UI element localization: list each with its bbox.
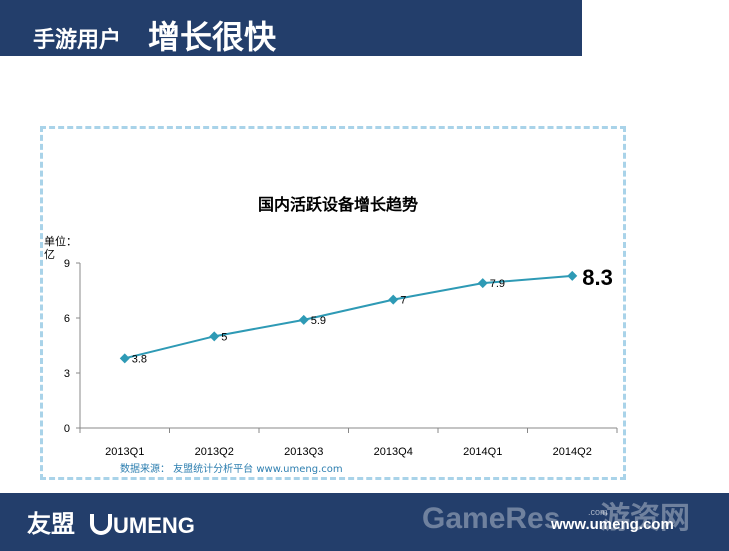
chart-title: 国内活跃设备增长趋势 (258, 195, 418, 214)
page-title-small: 手游用户 (33, 28, 122, 53)
data-point-marker (298, 314, 309, 325)
data-point-marker (477, 278, 488, 289)
data-label: 5.9 (311, 315, 326, 327)
data-label: 7.9 (490, 278, 505, 290)
data-point-marker (209, 331, 220, 342)
y-tick-label: 3 (64, 368, 70, 380)
y-tick-label: 0 (64, 423, 70, 435)
x-tick-label: 2014Q2 (553, 446, 592, 458)
x-tick-label: 2013Q4 (374, 446, 413, 458)
source-note: 数据来源： 友盟统计分析平台 www.umeng.com (120, 462, 343, 475)
data-label-highlight: 8.3 (582, 265, 613, 290)
data-label: 3.8 (132, 353, 147, 365)
x-tick-label: 2013Q1 (105, 446, 144, 458)
data-label: 7 (400, 295, 406, 307)
title-bar: 手游用户 增长很快 (0, 0, 582, 56)
data-label: 5 (221, 331, 227, 343)
x-tick-label: 2014Q1 (463, 446, 502, 458)
unit-label-line1: 单位： (44, 234, 77, 248)
x-tick-label: 2013Q3 (284, 446, 323, 458)
data-point-marker (388, 294, 399, 305)
page-title-large: 增长很快 (148, 18, 277, 56)
y-tick-label: 9 (64, 258, 70, 270)
series-line (124, 274, 573, 360)
chart-frame (40, 126, 626, 480)
data-point-marker (119, 353, 130, 364)
x-tick-label: 2013Q2 (195, 446, 234, 458)
data-point-marker (567, 270, 578, 281)
footer-bar (0, 493, 729, 551)
y-tick-label: 6 (64, 313, 70, 325)
unit-label-line2: 亿 (44, 248, 55, 261)
